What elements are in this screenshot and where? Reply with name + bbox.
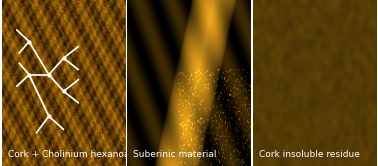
Text: Cork insoluble residue: Cork insoluble residue xyxy=(259,150,360,159)
Text: Cork + Cholinium hexanoate: Cork + Cholinium hexanoate xyxy=(8,150,139,159)
Text: Suberinic material: Suberinic material xyxy=(133,150,217,159)
